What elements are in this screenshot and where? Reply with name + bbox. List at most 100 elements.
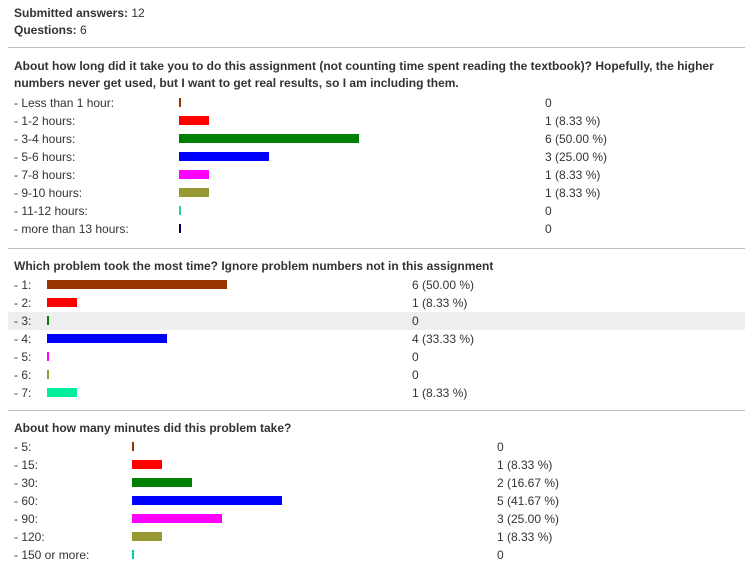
answer-bar <box>47 388 77 397</box>
answer-bar <box>132 460 162 469</box>
answer-row: - 60: 5 (41.67 %) <box>8 492 745 510</box>
answer-row: - 5-6 hours: 3 (25.00 %) <box>8 148 745 166</box>
answer-row: - 120: 1 (8.33 %) <box>8 528 745 546</box>
answer-label: - 11-12 hours: <box>14 204 88 218</box>
answer-label: - 30: <box>14 476 39 490</box>
answer-row: - 15: 1 (8.33 %) <box>8 456 745 474</box>
answer-count: 0 <box>545 96 552 110</box>
answer-row: - 3: 0 <box>8 312 745 330</box>
answer-count: 0 <box>545 204 552 218</box>
answer-row: - more than 13 hours: 0 <box>8 220 745 238</box>
question-divider <box>8 248 745 249</box>
answer-row: - 1: 6 (50.00 %) <box>8 276 745 294</box>
answer-bar <box>47 334 167 343</box>
answer-bar <box>132 442 134 451</box>
answer-count: 3 (25.00 %) <box>497 512 560 526</box>
answer-bar <box>132 550 134 559</box>
answer-bar <box>179 206 181 215</box>
answer-row: - 9-10 hours: 1 (8.33 %) <box>8 184 745 202</box>
answer-count: 1 (8.33 %) <box>497 530 553 544</box>
answer-bar <box>179 134 359 143</box>
answer-row: - Less than 1 hour: 0 <box>8 94 745 112</box>
answer-label: - 15: <box>14 458 39 472</box>
submitted-answers-line: Submitted answers: 12 <box>14 5 145 22</box>
answer-label: - 150 or more: <box>14 548 90 562</box>
answer-label: - 5-6 hours: <box>14 150 76 164</box>
answer-bar <box>132 478 192 487</box>
answer-label: - 4: <box>14 332 32 346</box>
questions-count-value: 6 <box>80 23 87 37</box>
questions-count-label: Questions: <box>14 23 77 37</box>
answer-bar <box>47 298 77 307</box>
answer-count: 3 (25.00 %) <box>545 150 608 164</box>
answer-bar <box>47 370 49 379</box>
answer-row: - 30: 2 (16.67 %) <box>8 474 745 492</box>
answer-label: - 90: <box>14 512 39 526</box>
answer-bar <box>179 116 209 125</box>
answer-count: 6 (50.00 %) <box>412 278 475 292</box>
answer-bar <box>179 188 209 197</box>
answer-bar <box>47 280 227 289</box>
answer-count: 0 <box>412 350 419 364</box>
answer-count: 5 (41.67 %) <box>497 494 560 508</box>
answer-bar <box>132 496 282 505</box>
answer-count: 4 (33.33 %) <box>412 332 475 346</box>
answer-count: 0 <box>412 368 419 382</box>
question-divider <box>8 47 745 48</box>
answer-row: - 5: 0 <box>8 438 745 456</box>
answer-row: - 90: 3 (25.00 %) <box>8 510 745 528</box>
answer-count: 0 <box>545 222 552 236</box>
answer-bar <box>132 514 222 523</box>
answer-row: - 150 or more: 0 <box>8 546 745 564</box>
question-title: About how long did it take you to do thi… <box>14 59 714 90</box>
survey-summary: Submitted answers: 12 Questions: 6 <box>14 5 145 39</box>
question-title: Which problem took the most time? Ignore… <box>14 259 494 273</box>
question-divider <box>8 410 745 411</box>
answer-row: - 4: 4 (33.33 %) <box>8 330 745 348</box>
answer-label: - 60: <box>14 494 39 508</box>
answer-count: 1 (8.33 %) <box>545 168 601 182</box>
answer-row: - 2: 1 (8.33 %) <box>8 294 745 312</box>
answer-count: 0 <box>497 548 504 562</box>
answer-label: - 6: <box>14 368 32 382</box>
answer-count: 1 (8.33 %) <box>497 458 553 472</box>
answer-bar <box>47 316 49 325</box>
answer-label: - 1: <box>14 278 32 292</box>
answer-count: 6 (50.00 %) <box>545 132 608 146</box>
answer-label: - 2: <box>14 296 32 310</box>
answer-bar <box>179 170 209 179</box>
answer-label: - 7-8 hours: <box>14 168 76 182</box>
submitted-answers-value: 12 <box>131 6 145 20</box>
answer-label: - 5: <box>14 350 32 364</box>
answer-row: - 11-12 hours: 0 <box>8 202 745 220</box>
answer-bar <box>132 532 162 541</box>
answer-row: - 5: 0 <box>8 348 745 366</box>
question-title: About how many minutes did this problem … <box>14 421 292 435</box>
answer-row: - 1-2 hours: 1 (8.33 %) <box>8 112 745 130</box>
answer-row: - 3-4 hours: 6 (50.00 %) <box>8 130 745 148</box>
answer-bar <box>179 224 181 233</box>
answer-label: - 3: <box>14 314 32 328</box>
answer-row: - 6: 0 <box>8 366 745 384</box>
answer-row: - 7: 1 (8.33 %) <box>8 384 745 402</box>
answer-count: 1 (8.33 %) <box>412 296 468 310</box>
answer-bar <box>179 98 181 107</box>
answer-count: 1 (8.33 %) <box>412 386 468 400</box>
answer-row: - 7-8 hours: 1 (8.33 %) <box>8 166 745 184</box>
questions-count-line: Questions: 6 <box>14 22 145 39</box>
answer-label: - 3-4 hours: <box>14 132 76 146</box>
answer-bar <box>47 352 49 361</box>
answer-label: - 1-2 hours: <box>14 114 76 128</box>
answer-bar <box>179 152 269 161</box>
answer-count: 0 <box>412 314 419 328</box>
answer-count: 0 <box>497 440 504 454</box>
submitted-answers-label: Submitted answers: <box>14 6 129 20</box>
answer-label: - Less than 1 hour: <box>14 96 115 110</box>
answer-count: 2 (16.67 %) <box>497 476 560 490</box>
answer-label: - 9-10 hours: <box>14 186 83 200</box>
answer-count: 1 (8.33 %) <box>545 114 601 128</box>
answer-label: - 7: <box>14 386 32 400</box>
answer-count: 1 (8.33 %) <box>545 186 601 200</box>
answer-label: - 5: <box>14 440 32 454</box>
answer-label: - more than 13 hours: <box>14 222 129 236</box>
